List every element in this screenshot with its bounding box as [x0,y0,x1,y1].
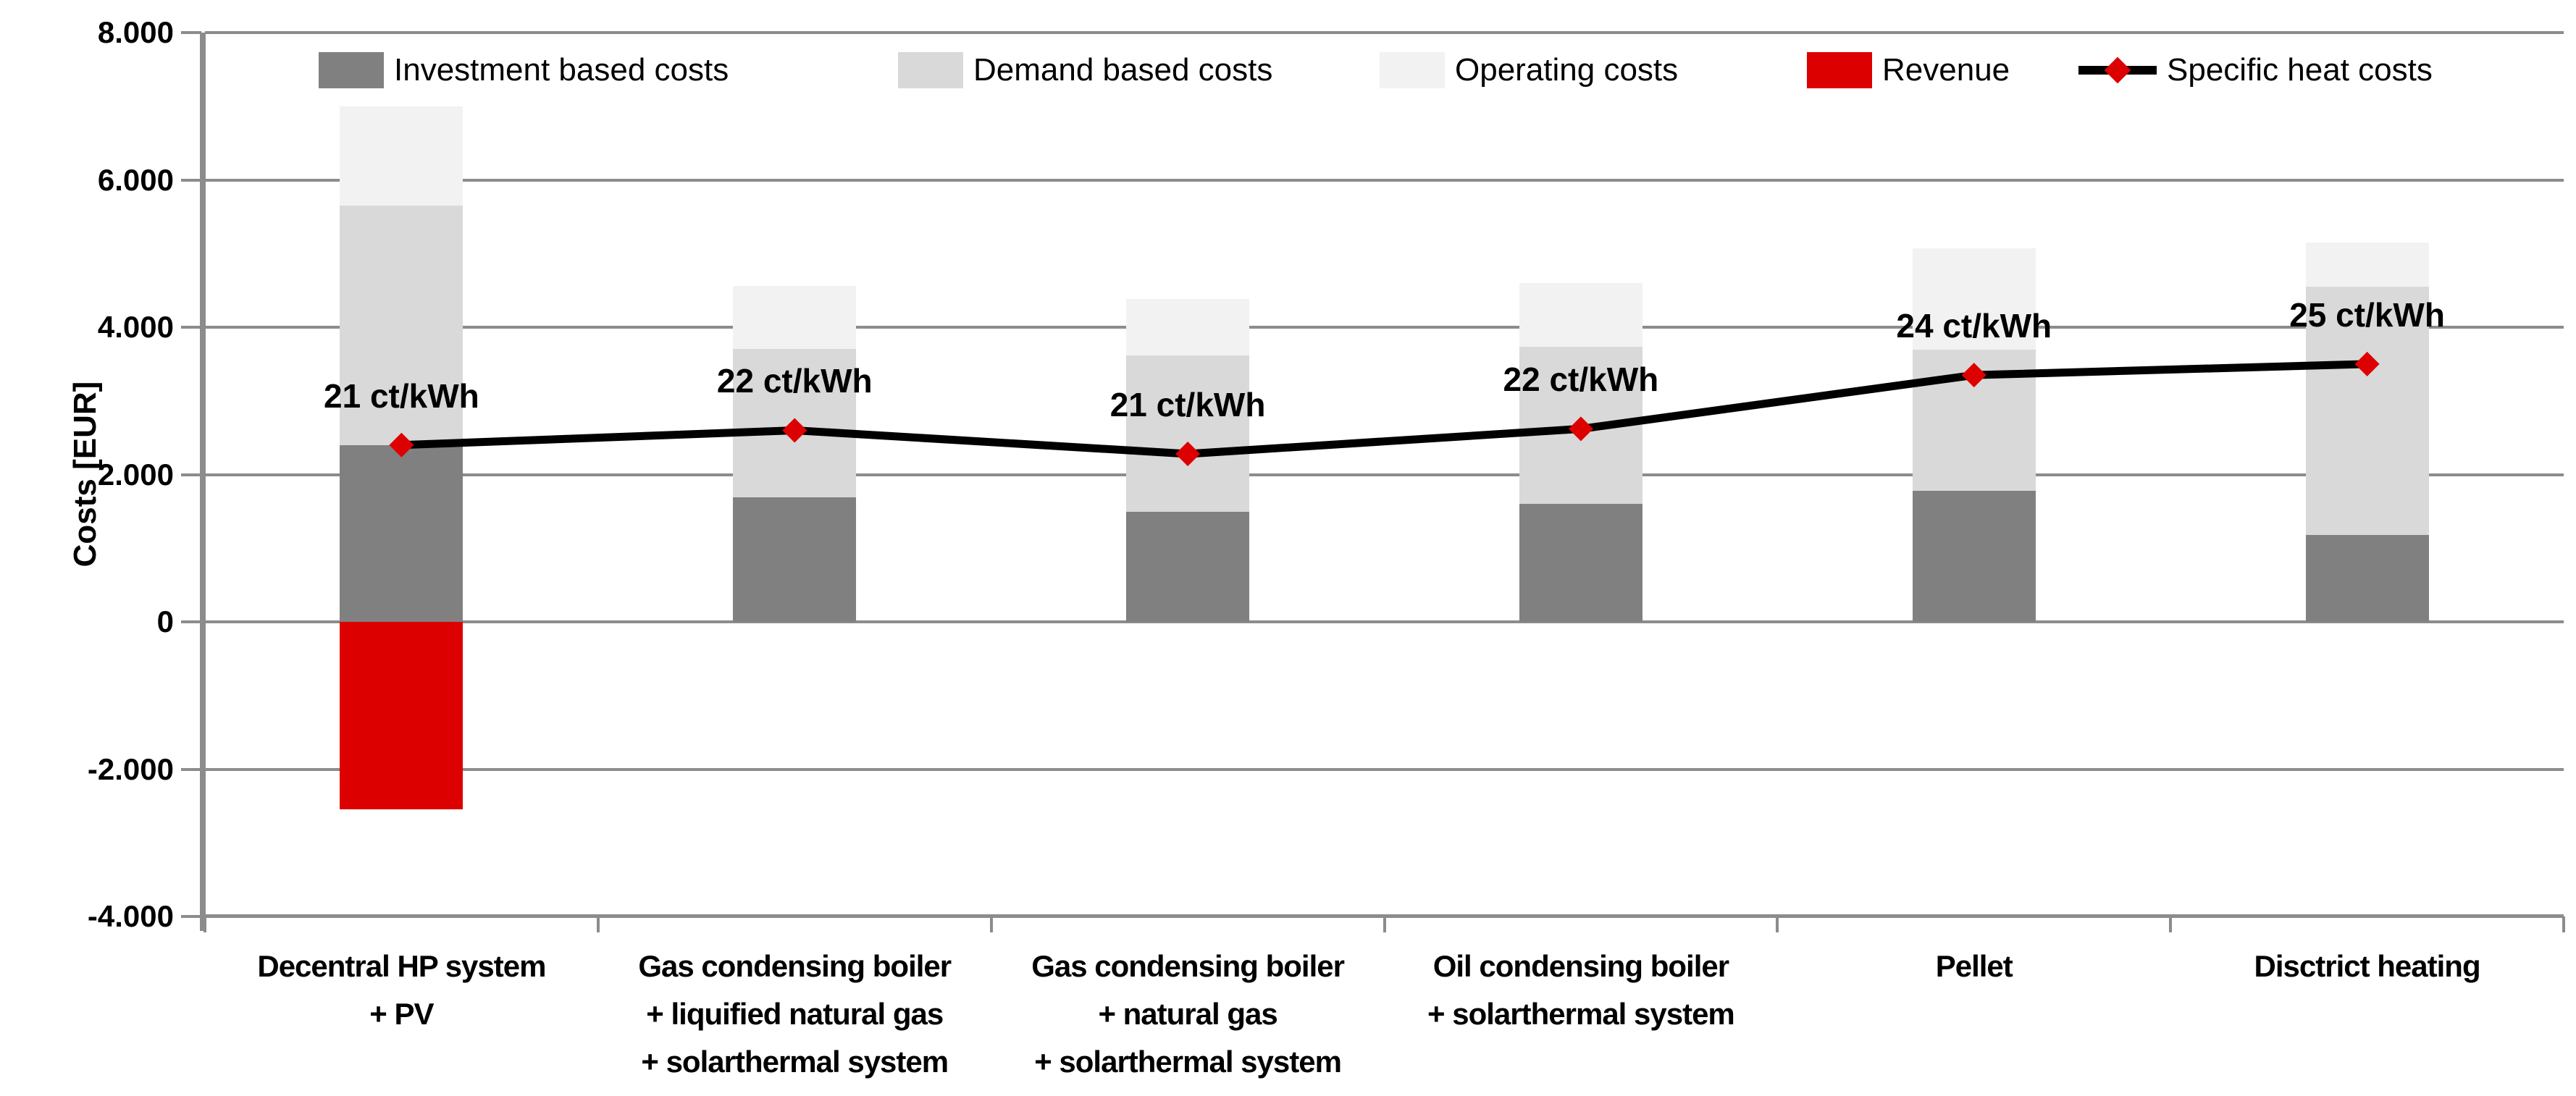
bar-segment-operating [1519,282,1642,347]
point-label: 21 ct/kWh [1109,386,1266,423]
line-marker-diamond [1961,363,1986,388]
x-axis-label-line: + natural gas [1098,997,1277,1031]
y-axis-tick [181,326,201,329]
y-axis-tick [181,620,201,623]
legend-item-operating: Operating costs [1380,49,1678,91]
bar-segment-operating [2305,242,2429,287]
bar-segment-operating [1912,248,2036,350]
x-axis-label-line: Gas condensing boiler [638,949,952,983]
point-label: 21 ct/kWh [324,376,479,415]
gridline [205,767,2564,771]
y-tick-label: -4.000 [87,899,174,933]
x-axis-label-line: Decentral HP system [257,949,546,983]
point-label: 24 ct/kWh [1896,307,2052,345]
bar-segment-investment [1519,504,1642,622]
bar-segment-revenue [340,622,463,810]
legend-swatch-demand [898,52,963,88]
x-axis-label-line: Disctrict heating [2254,949,2481,983]
gridline [205,31,2564,34]
line-marker-diamond [1568,416,1593,442]
legend-swatch-revenue [1807,52,1872,88]
point-label: 22 ct/kWh [716,362,873,400]
line-marker-diamond [782,418,807,443]
y-axis-tick [181,767,201,771]
point-label: 22 ct/kWh [1503,361,1659,399]
legend-swatch-operating [1380,52,1445,88]
x-axis-label-line: + liquified natural gas [646,997,944,1031]
bar-segment-investment [1912,490,2036,622]
bar-segment-investment [2305,534,2429,622]
x-axis-tick [1383,916,1386,932]
y-axis-tick [181,31,201,34]
legend-label: Revenue [1882,52,2010,88]
specific-heat-costs-line [389,351,2380,467]
legend-item-investment: Investment based costs [319,49,729,91]
x-axis-label: Decentral HP system + PV [205,943,598,1038]
bar-segment-demand [340,206,463,445]
legend-label: Demand based costs [973,52,1273,88]
x-axis-tick [2169,916,2173,932]
legend-item-demand: Demand based costs [898,49,1272,91]
y-axis-tick [181,915,201,918]
legend-item-revenue: Revenue [1807,49,2010,91]
point-label: 25 ct/kWh [2289,295,2445,334]
y-tick-label: 2.000 [97,457,174,492]
x-axis-label-line: Gas condensing boiler [1031,949,1345,983]
legend-diamond [2104,56,2131,84]
bar-segment-investment [733,497,857,622]
x-axis-tick [204,916,206,932]
bar-segment-operating [340,106,463,206]
x-axis-label: Gas condensing boiler + liquified natural… [598,943,991,1086]
legend-label: Investment based costs [394,52,729,88]
legend-label: Operating costs [1455,52,1679,88]
line-marker-diamond [2354,351,2380,376]
y-tick-label: 8.000 [97,15,174,49]
x-axis-label-line: + solarthermal system [1427,997,1735,1031]
legend-line-marker [2078,52,2157,88]
bar-segment-operating [733,286,857,349]
y-tick-label: 0 [156,604,174,638]
plot-area: 21 ct/kWh 22 ct/kWh 21 ct/kWh 22 ct/kWh 24 c… [205,31,2564,918]
x-axis-label: Gas condensing boiler + natural gas + sola… [991,943,1385,1086]
y-axis-tick [181,178,201,182]
gridline [205,473,2564,476]
line-marker-diamond [389,432,414,458]
x-axis-label-line: + solarthermal system [641,1045,949,1079]
x-axis-label-line: Pellet [1935,949,2013,983]
x-axis-label-line: + solarthermal system [1034,1045,1342,1079]
line-marker-diamond [1175,442,1201,467]
legend-swatch-investment [319,52,384,88]
x-axis-tick [2562,916,2565,932]
x-axis-tick [596,916,600,932]
x-axis-tick [989,916,993,932]
x-axis-label-line: Oil condensing boiler [1432,949,1729,983]
y-axis-tick [181,473,201,476]
y-axis-line [200,33,206,931]
bar-segment-investment [1126,512,1250,622]
x-axis-label: Disctrict heating [2170,943,2564,990]
y-tick-label: -2.000 [87,751,174,786]
x-axis-tick [1776,916,1779,932]
bar-segment-demand [2305,287,2429,535]
x-axis-line [205,914,2564,917]
legend: Investment based costs Demand based costs… [0,49,2576,91]
bar-segment-demand [1126,355,1250,513]
legend-label: Specific heat costs [2167,52,2433,88]
x-axis-label-line: + PV [369,997,434,1031]
x-axis-label: Oil condensing boiler + solarthermal syst… [1385,943,1778,1038]
y-tick-label: 4.000 [97,310,174,344]
bar-segment-operating [1126,299,1250,355]
bar-segment-investment [340,444,463,622]
gridline [205,178,2564,182]
gridline [205,620,2564,623]
gridline [205,326,2564,329]
legend-item-specific-heat-costs: Specific heat costs [2078,49,2433,91]
x-axis-label: Pellet [1777,943,2170,990]
y-tick-label: 6.000 [97,162,174,197]
